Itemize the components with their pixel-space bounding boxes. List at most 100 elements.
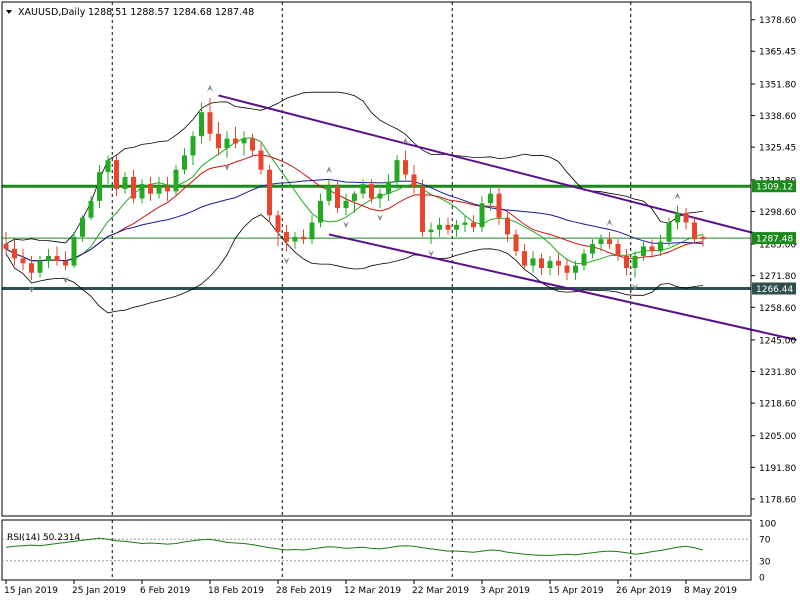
level-price-tag <box>752 282 796 295</box>
level-price-tag-text: 1309.12 <box>756 183 793 193</box>
candle-body <box>615 244 621 257</box>
candle-body <box>267 169 272 216</box>
candle-body <box>496 193 502 218</box>
candle-body <box>173 169 179 192</box>
candle-body <box>454 224 459 230</box>
candle-body <box>539 258 544 268</box>
candle-body <box>190 136 196 156</box>
fractal-down-marker <box>28 285 35 293</box>
date-tick-label: 22 Mar 2019 <box>412 586 469 596</box>
candle-body <box>556 260 561 266</box>
candle-body <box>46 256 51 261</box>
candle-body <box>573 265 578 273</box>
candle-body <box>394 160 400 182</box>
candle-body <box>207 112 213 134</box>
candle-body <box>624 256 629 268</box>
candle-body <box>522 251 527 266</box>
candle-body <box>20 258 26 264</box>
price-tick-label: 1365.45 <box>759 48 796 58</box>
price-tick-label: 1285.00 <box>759 241 796 251</box>
rsi-line <box>5 537 704 556</box>
candle-body <box>403 160 408 175</box>
price-tick-label: 1338.60 <box>759 112 796 122</box>
date-tick-label: 12 Mar 2019 <box>344 586 401 596</box>
fractal-up-marker <box>402 137 409 145</box>
price-tick-label: 1245.00 <box>759 336 796 346</box>
candle-body <box>505 217 510 235</box>
candle-body <box>182 155 187 170</box>
candle-body <box>488 193 493 204</box>
level-price-tag-text: 1266.44 <box>756 285 793 295</box>
candle-body <box>428 229 434 233</box>
candle-body <box>547 260 553 268</box>
price-tick-label: 1325.45 <box>759 144 796 154</box>
candle-body <box>275 215 281 233</box>
candle-body <box>199 112 204 137</box>
fractal-up-marker <box>606 219 613 227</box>
candle-body <box>471 222 476 228</box>
fractal-down-marker <box>224 163 230 171</box>
price-tick-label: 1258.60 <box>759 304 796 314</box>
candle-body <box>352 193 357 201</box>
date-tick-label: 25 Jan 2019 <box>72 586 126 596</box>
candle-body <box>122 176 128 189</box>
date-tick-label: 15 Apr 2019 <box>548 586 604 596</box>
candle-body <box>692 222 697 240</box>
price-tick-label: 1205.00 <box>759 432 796 442</box>
candle-body <box>105 160 111 173</box>
candle-body <box>590 244 595 254</box>
date-tick-label: 18 Feb 2019 <box>208 586 264 596</box>
candle-body <box>658 241 663 252</box>
candle-body <box>641 246 646 257</box>
price-tick-label: 1298.60 <box>759 208 796 218</box>
candle-body <box>437 224 442 230</box>
candle-body <box>445 224 451 230</box>
price-tick-label: 1191.80 <box>759 464 796 474</box>
candle-body <box>420 186 425 233</box>
date-tick-label: 28 Feb 2019 <box>276 586 332 596</box>
date-tick-label: 8 May 2019 <box>684 586 737 596</box>
rsi-label: RSI(14) 50.2314 <box>7 533 80 543</box>
candle-body <box>241 138 247 144</box>
rsi-tick-label: 0 <box>759 574 765 584</box>
candle-body <box>386 181 391 194</box>
fractal-up-marker <box>674 192 681 200</box>
price-tick-label: 1178.60 <box>759 495 796 505</box>
symbol-menu-icon[interactable] <box>6 10 12 14</box>
candle-body <box>37 260 43 273</box>
fractal-down-marker <box>283 257 290 265</box>
candle-body <box>360 184 366 194</box>
fractal-down-marker <box>343 221 349 229</box>
candle-body <box>54 256 60 261</box>
ma-slow-line <box>5 178 704 262</box>
candle-body <box>258 150 264 170</box>
candle-body <box>29 263 34 273</box>
date-axis: 15 Jan 2019 25 Jan 2019 6 Feb 2019 18 Feb 2… <box>4 580 737 596</box>
level-price-tag-text: 1287.48 <box>756 235 793 245</box>
candle-body <box>301 236 306 240</box>
candle-body <box>607 239 612 245</box>
date-tick-label: 6 Feb 2019 <box>140 586 191 596</box>
price-tick-label: 1218.60 <box>759 400 796 410</box>
candle-body <box>462 222 468 225</box>
candle-body <box>165 186 170 192</box>
candle-body <box>649 246 655 252</box>
channel-upper-line <box>218 94 797 245</box>
candle-body <box>343 200 349 209</box>
rsi-tick-label: 70 <box>759 536 771 546</box>
candle-body <box>377 193 383 199</box>
candle-body <box>335 186 340 209</box>
candle-body <box>3 244 9 249</box>
fractal-up-marker <box>326 166 332 174</box>
candle-body <box>309 222 315 240</box>
bollinger-lower-line <box>5 214 704 314</box>
fractal-up-marker <box>207 84 213 92</box>
candle-body <box>513 234 519 252</box>
symbol-label: XAUUSD,Daily <box>18 7 86 18</box>
level-price-tag <box>752 180 796 193</box>
candle-body <box>564 265 570 273</box>
candle-body <box>156 186 162 194</box>
candle-body <box>369 184 374 199</box>
candle-body <box>63 260 68 266</box>
